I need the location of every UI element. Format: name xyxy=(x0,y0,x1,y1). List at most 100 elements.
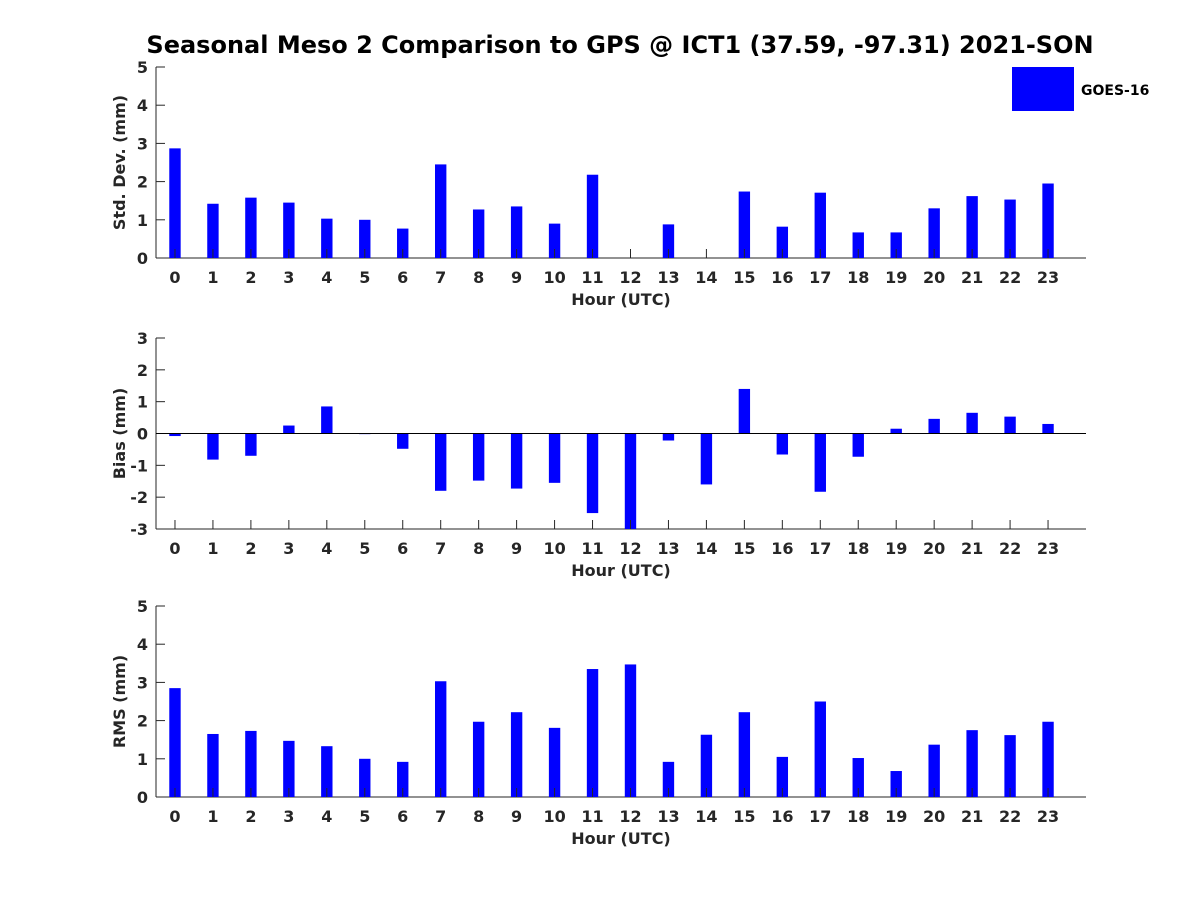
bar-bias-hour-0 xyxy=(169,433,181,437)
x-tick-label: 14 xyxy=(695,539,717,558)
x-tick-label: 1 xyxy=(207,268,218,287)
x-tick-label: 9 xyxy=(511,807,522,826)
x-tick-label: 14 xyxy=(695,807,717,826)
bar-std-dev-hour-3 xyxy=(283,202,295,258)
x-tick-label: 23 xyxy=(1037,539,1059,558)
y-tick-label: 3 xyxy=(137,329,148,348)
bar-bias-hour-9 xyxy=(510,433,523,489)
bar-bias-hour-22 xyxy=(1004,416,1016,434)
bar-std-dev-hour-4 xyxy=(321,218,333,258)
bar-std-dev-hour-18 xyxy=(852,232,864,258)
x-tick-label: 8 xyxy=(473,539,484,558)
x-tick-label: 13 xyxy=(657,539,679,558)
x-tick-label: 11 xyxy=(581,268,603,287)
y-tick-label: 2 xyxy=(137,712,148,731)
x-tick-label: 17 xyxy=(809,268,831,287)
x-tick-label: 16 xyxy=(771,807,793,826)
y-axis-label: Std. Dev. (mm) xyxy=(110,95,129,230)
x-tick-label: 9 xyxy=(511,268,522,287)
x-tick-label: 23 xyxy=(1037,268,1059,287)
bar-rms-hour-22 xyxy=(1004,735,1016,797)
bar-rms-hour-2 xyxy=(245,730,257,797)
bar-bias-hour-20 xyxy=(928,418,940,434)
y-tick-label: 2 xyxy=(137,173,148,192)
bar-bias-hour-11 xyxy=(586,433,599,514)
bar-bias-hour-14 xyxy=(700,433,713,485)
bar-rms-hour-6 xyxy=(397,761,409,797)
y-tick-label: 4 xyxy=(137,635,148,654)
bar-rms-hour-15 xyxy=(738,712,751,797)
bar-std-dev-hour-5 xyxy=(359,219,371,258)
bar-bias-hour-19 xyxy=(890,428,902,434)
x-tick-label: 9 xyxy=(511,539,522,558)
bar-bias-hour-23 xyxy=(1042,423,1054,434)
x-tick-label: 18 xyxy=(847,268,869,287)
x-axis-label: Hour (UTC) xyxy=(571,561,671,580)
bar-std-dev-hour-17 xyxy=(814,192,826,258)
bar-std-dev-hour-20 xyxy=(928,208,940,258)
x-tick-label: 21 xyxy=(961,807,983,826)
x-tick-label: 1 xyxy=(207,539,218,558)
bar-bias-hour-16 xyxy=(776,433,789,455)
x-tick-label: 1 xyxy=(207,807,218,826)
x-tick-label: 20 xyxy=(923,539,945,558)
x-tick-label: 12 xyxy=(619,268,641,287)
x-tick-label: 21 xyxy=(961,268,983,287)
y-tick-label: 5 xyxy=(137,597,148,616)
x-tick-label: 10 xyxy=(543,807,565,826)
bar-rms-hour-1 xyxy=(207,733,219,797)
x-tick-label: 2 xyxy=(245,268,256,287)
x-tick-label: 22 xyxy=(999,807,1021,826)
x-axis-label: Hour (UTC) xyxy=(571,829,671,848)
bar-std-dev-hour-0 xyxy=(169,148,181,258)
x-tick-label: 6 xyxy=(397,268,408,287)
x-tick-label: 3 xyxy=(283,268,294,287)
x-tick-label: 0 xyxy=(169,268,180,287)
legend: GOES-16 xyxy=(1012,67,1149,111)
x-tick-label: 19 xyxy=(885,807,907,826)
bar-rms-hour-11 xyxy=(586,669,599,797)
y-tick-label: 1 xyxy=(137,211,148,230)
y-tick-label: 3 xyxy=(137,673,148,692)
y-tick-label: -1 xyxy=(130,456,148,475)
bar-bias-hour-21 xyxy=(966,412,978,434)
bar-bias-hour-8 xyxy=(472,433,485,481)
x-tick-label: 22 xyxy=(999,268,1021,287)
y-tick-label: 0 xyxy=(137,425,148,444)
x-tick-label: 2 xyxy=(245,539,256,558)
y-tick-label: 4 xyxy=(137,96,148,115)
x-tick-label: 0 xyxy=(169,539,180,558)
bar-std-dev-hour-16 xyxy=(776,226,789,258)
x-tick-label: 11 xyxy=(581,539,603,558)
bar-rms-hour-13 xyxy=(662,761,675,797)
x-tick-label: 8 xyxy=(473,268,484,287)
x-tick-label: 18 xyxy=(847,807,869,826)
x-tick-label: 7 xyxy=(435,807,446,826)
bar-bias-hour-4 xyxy=(321,406,333,434)
x-tick-label: 4 xyxy=(321,539,332,558)
x-tick-label: 19 xyxy=(885,268,907,287)
bar-std-dev-hour-6 xyxy=(397,228,409,258)
y-tick-label: 2 xyxy=(137,361,148,380)
bar-rms-hour-16 xyxy=(776,756,789,797)
bar-rms-hour-21 xyxy=(966,730,978,797)
x-tick-label: 6 xyxy=(397,807,408,826)
bar-std-dev-hour-8 xyxy=(472,209,485,258)
bar-std-dev-hour-11 xyxy=(586,174,599,258)
x-tick-label: 5 xyxy=(359,268,370,287)
bar-std-dev-hour-1 xyxy=(207,203,219,258)
bar-rms-hour-12 xyxy=(624,664,637,797)
y-axis-label: RMS (mm) xyxy=(110,655,129,748)
x-tick-label: 13 xyxy=(657,807,679,826)
x-tick-label: 16 xyxy=(771,268,793,287)
x-tick-label: 10 xyxy=(543,539,565,558)
bar-std-dev-hour-21 xyxy=(966,196,978,258)
x-tick-label: 5 xyxy=(359,539,370,558)
bar-std-dev-hour-15 xyxy=(738,191,751,258)
bar-rms-hour-18 xyxy=(852,758,864,797)
bar-rms-hour-23 xyxy=(1042,721,1054,797)
x-tick-label: 6 xyxy=(397,539,408,558)
x-tick-label: 15 xyxy=(733,539,755,558)
bar-bias-hour-6 xyxy=(397,433,409,449)
